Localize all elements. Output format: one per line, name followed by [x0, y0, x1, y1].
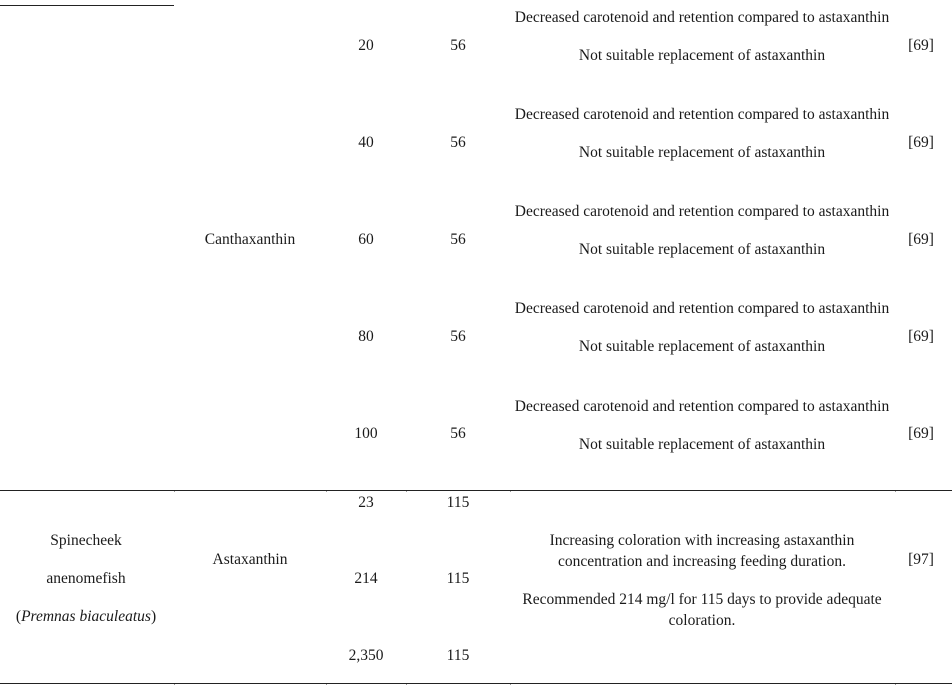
scientific-name-italic: Premnas biaculeatus — [21, 608, 151, 625]
days-cell: 115 — [446, 647, 470, 664]
observation-text: Decreased carotenoid and retention compa… — [514, 106, 890, 123]
observation-cell: Decreased carotenoid and retention compa… — [512, 298, 892, 357]
column-tick — [510, 491, 511, 492]
observation-text: Not suitable replacement of astaxanthin — [578, 241, 826, 258]
column-tick — [174, 491, 175, 492]
dose-cell: 100 — [354, 425, 378, 442]
column-tick — [895, 491, 896, 492]
reference-cell: [69] — [908, 425, 934, 442]
observation-text: Decreased carotenoid and retention compa… — [514, 300, 890, 317]
column-tick — [406, 491, 407, 492]
days-cell: 56 — [450, 134, 466, 151]
reference-cell: [69] — [908, 328, 934, 345]
dose-cell: 80 — [358, 328, 374, 345]
observation-text: Not suitable replacement of astaxanthin — [578, 144, 826, 161]
observation-text: Not suitable replacement of astaxanthin — [578, 338, 826, 355]
observation-text: Increasing coloration with increasing as… — [549, 532, 855, 570]
observation-cell: Decreased carotenoid and retention compa… — [512, 201, 892, 260]
days-cell: 56 — [450, 328, 466, 345]
reference-cell: [97] — [908, 551, 934, 568]
column-tick — [510, 684, 511, 685]
dose-cell: 60 — [358, 231, 374, 248]
column-tick — [406, 684, 407, 685]
pigment-canthaxanthin: Canthaxanthin — [204, 231, 296, 248]
dose-cell: 214 — [354, 570, 378, 587]
group-divider — [0, 490, 952, 491]
scientific-name: (Premnas biaculeatus) — [16, 608, 156, 626]
dose-cell: 2,350 — [348, 647, 384, 664]
column-tick — [174, 684, 175, 685]
bottom-rule — [0, 683, 952, 684]
observation-text: Not suitable replacement of astaxanthin — [578, 47, 826, 64]
days-cell: 56 — [450, 425, 466, 442]
species-name: Spinecheek — [50, 532, 122, 549]
paren-close: ) — [150, 608, 157, 625]
observation-cell: Decreased carotenoid and retention compa… — [512, 104, 892, 163]
observation-text: Decreased carotenoid and retention compa… — [514, 203, 890, 220]
observation-cell: Decreased carotenoid and retention compa… — [512, 7, 892, 66]
days-cell: 115 — [446, 494, 470, 511]
days-cell: 115 — [446, 570, 470, 587]
reference-cell: [69] — [908, 134, 934, 151]
dose-cell: 23 — [358, 494, 374, 511]
observation-text: Decreased carotenoid and retention compa… — [514, 398, 890, 415]
column-tick — [326, 684, 327, 685]
column-tick — [326, 491, 327, 492]
observation-cell: Increasing coloration with increasing as… — [514, 530, 890, 631]
observation-text: Decreased carotenoid and retention compa… — [514, 9, 890, 26]
top-left-rule — [0, 5, 174, 6]
observation-text: Recommended 214 mg/l for 115 days to pro… — [522, 591, 882, 629]
days-cell: 56 — [450, 231, 466, 248]
pigment-astaxanthin: Astaxanthin — [212, 551, 288, 568]
paren-open: ( — [15, 608, 22, 625]
reference-cell: [69] — [908, 231, 934, 248]
days-cell: 56 — [450, 37, 466, 54]
column-tick — [895, 684, 896, 685]
dose-cell: 20 — [358, 37, 374, 54]
observation-text: Not suitable replacement of astaxanthin — [578, 436, 826, 453]
dose-cell: 40 — [358, 134, 374, 151]
species-name: anenomefish — [46, 570, 126, 587]
reference-cell: [69] — [908, 37, 934, 54]
observation-cell: Decreased carotenoid and retention compa… — [512, 396, 892, 455]
